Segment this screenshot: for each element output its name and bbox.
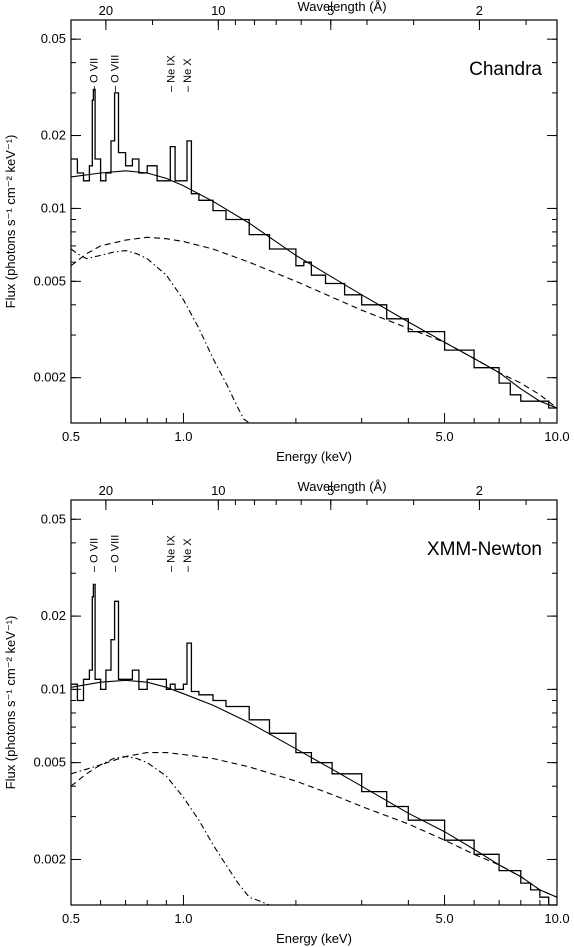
chart1-x-tick-label: 10.0 xyxy=(544,911,569,926)
chart0-y-tick-label: 0.01 xyxy=(41,200,66,215)
chart0-top-tick-label: 10 xyxy=(211,3,225,18)
chart1-panel: 0.5 1.0 5.0 10.0 Energy (keV) 20 10 5 2 Wavelengt… xyxy=(3,479,570,946)
chart0-x-tick-label: 5.0 xyxy=(436,429,454,444)
chart0-top-tick-label: 2 xyxy=(476,3,483,18)
chart1-y-tick-label: 0.05 xyxy=(41,511,66,526)
chart0-title: Chandra xyxy=(469,59,542,80)
chart1-y-tick-label: 0.005 xyxy=(33,755,66,770)
chart1-top-tick-label: 20 xyxy=(99,483,113,498)
chart0-y-tick-label: 0.02 xyxy=(41,128,66,143)
chart1-frame xyxy=(70,499,558,906)
chart1-y-tick-label: 0.02 xyxy=(41,608,66,623)
chart0-top-tick-label: 5 xyxy=(327,3,334,18)
chart1-y-tick-label: 0.01 xyxy=(41,681,66,696)
chart1-series-dashdot xyxy=(70,755,270,906)
chart0-series-dashed xyxy=(70,236,558,409)
chart0-y-tick-label: 0.005 xyxy=(33,273,66,288)
chart0-line-label: – O VII xyxy=(88,58,100,92)
chart0-y-tick-label: 0.05 xyxy=(41,31,66,46)
chart0-frame xyxy=(70,19,558,424)
chart1-x-tick-label: 1.0 xyxy=(174,911,192,926)
chart1-line-label: – Ne IX xyxy=(165,535,177,572)
chart0-top-tick-label: 20 xyxy=(99,3,113,18)
chart1-line-label: – O VII xyxy=(88,538,100,572)
chart1-y-tick-label: 0.002 xyxy=(33,851,66,866)
chart1-top-tick-label: 2 xyxy=(476,483,483,498)
chart1-top-axis-label: Wavelength (Å) xyxy=(297,479,386,494)
chart0-series-model xyxy=(70,170,558,409)
chart1-x-axis-label: Energy (keV) xyxy=(276,931,352,946)
chart1-top-tick-label: 10 xyxy=(211,483,225,498)
chart1-line-label: – O VIII xyxy=(110,535,122,572)
chart1-top-tick-label: 5 xyxy=(327,483,334,498)
chart0-series-data xyxy=(71,88,557,409)
chart0-x-tick-label: 10.0 xyxy=(544,429,569,444)
chart0-x-tick-label: 0.5 xyxy=(62,429,80,444)
chart1-title: XMM-Newton xyxy=(427,539,542,560)
chart0-y-tick-label: 0.002 xyxy=(33,370,66,385)
chart0-line-label: – Ne X xyxy=(182,58,194,92)
chart1-x-tick-label: 5.0 xyxy=(436,911,454,926)
chart1-series-model xyxy=(70,679,558,898)
chart0-x-tick-label: 1.0 xyxy=(174,429,192,444)
chart0-series-dashdot xyxy=(70,248,250,424)
chart1-line-label: – Ne X xyxy=(182,538,194,572)
chart1-y-axis-label: Flux (photons s⁻¹ cm⁻² keV⁻¹) xyxy=(3,616,18,790)
chart0-panel: 0.5 1.0 5.0 10.0 Energy (keV) 20 10 5 2 Wavelengt… xyxy=(3,0,570,464)
chart0-line-label: – O VIII xyxy=(110,55,122,92)
chart0-line-label: – Ne IX xyxy=(165,55,177,92)
chart1-series-data xyxy=(71,583,557,906)
chart0-y-axis-label: Flux (photons s⁻¹ cm⁻² keV⁻¹) xyxy=(3,135,18,309)
chart0-x-axis-label: Energy (keV) xyxy=(276,449,352,464)
chart1-series-dashed xyxy=(70,752,558,898)
chart1-x-tick-label: 0.5 xyxy=(62,911,80,926)
chart0-top-axis-label: Wavelength (Å) xyxy=(297,0,386,14)
